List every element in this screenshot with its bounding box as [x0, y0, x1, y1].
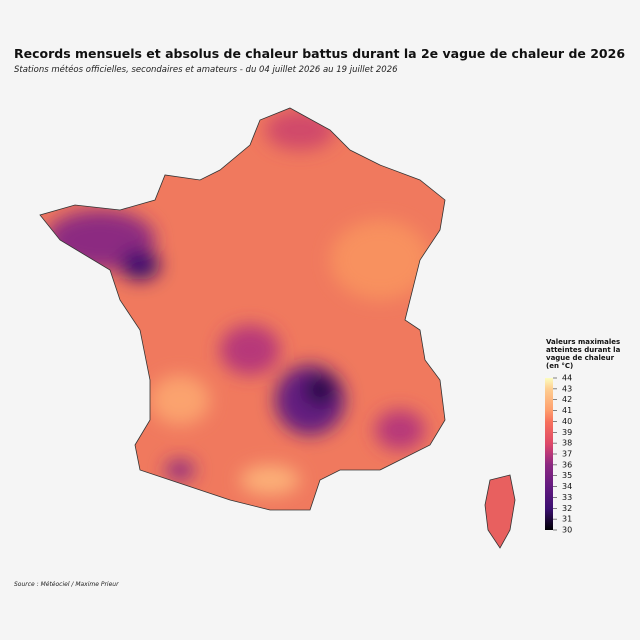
colorbar-tick-label: 37 — [562, 450, 572, 459]
colorbar — [545, 378, 553, 530]
colorbar-tick-label: 42 — [562, 395, 572, 404]
colorbar-tick-label: 31 — [562, 515, 572, 524]
corsica — [484, 474, 516, 549]
legend-title: Valeurs maximales atteintes durant la va… — [546, 338, 621, 370]
colorbar-tick-label: 43 — [562, 384, 572, 393]
colorbar-tick-label: 34 — [562, 482, 572, 491]
colorbar-tick-label: 32 — [562, 504, 572, 513]
colorbar-tick-label: 40 — [562, 417, 572, 426]
subtitle: Stations météos officielles, secondaires… — [14, 65, 398, 75]
colorbar-tick-label: 38 — [562, 439, 572, 448]
colorbar-tick-label: 39 — [562, 428, 572, 437]
title: Records mensuels et absolus de chaleur b… — [14, 46, 626, 61]
colorbar-tick-label: 33 — [562, 493, 572, 502]
colorbar-tick-label: 30 — [562, 526, 572, 535]
france-map — [40, 108, 445, 510]
colorbar-tick-label: 44 — [562, 374, 572, 383]
france-outline — [39, 107, 446, 511]
source: Source : Météociel / Maxime Prieur — [14, 581, 119, 588]
colorbar-tick-label: 35 — [562, 471, 572, 480]
colorbar-tick-label: 41 — [562, 406, 572, 415]
colorbar-tick-label: 36 — [562, 460, 572, 469]
